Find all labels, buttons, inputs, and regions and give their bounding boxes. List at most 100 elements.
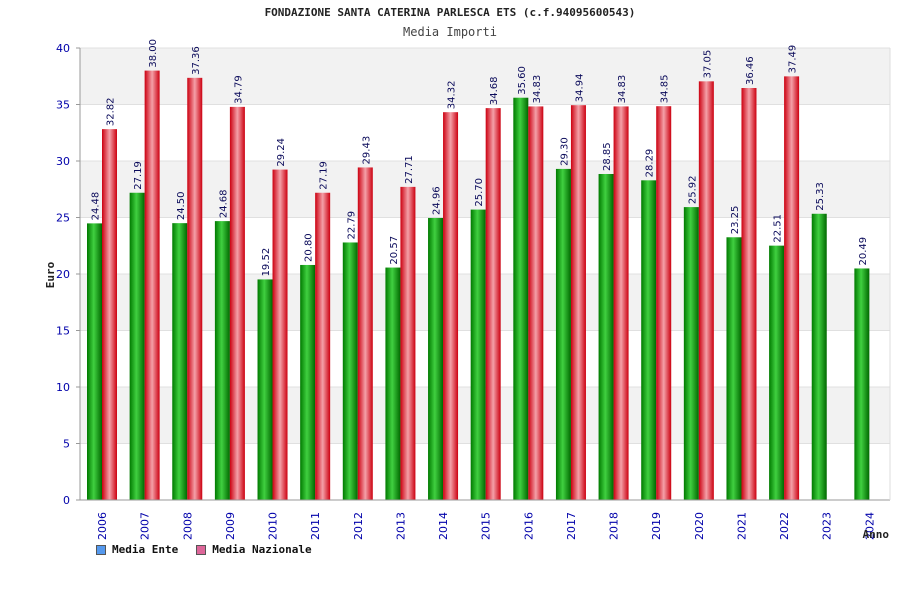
bar-media-ente <box>129 192 145 501</box>
legend-swatch-media-ente <box>96 544 106 555</box>
bar-media-ente <box>300 264 316 500</box>
data-label: 37.36 <box>191 46 202 75</box>
bar-media-ente <box>342 242 358 500</box>
bar-media-ente <box>172 223 188 500</box>
chart-title: FONDAZIONE SANTA CATERINA PARLESCA ETS (… <box>264 6 636 19</box>
data-label: 27.71 <box>404 155 415 184</box>
y-tick-label: 20 <box>56 268 70 281</box>
x-tick-label: 2017 <box>565 512 578 540</box>
x-tick-label: 2016 <box>522 512 535 540</box>
data-label: 22.79 <box>346 211 357 240</box>
data-label: 34.94 <box>574 74 585 103</box>
bar-media-ente <box>214 221 230 500</box>
x-tick-label: 2009 <box>224 512 237 540</box>
data-label: 34.85 <box>660 75 671 104</box>
bar-media-ente <box>769 245 785 500</box>
data-label: 24.50 <box>176 192 187 221</box>
data-label: 29.43 <box>361 136 372 165</box>
bar-media-nazionale <box>187 77 203 500</box>
bar-media-nazionale <box>613 106 629 501</box>
y-tick-label: 35 <box>56 99 70 112</box>
bar-media-nazionale <box>784 76 800 500</box>
x-tick-label: 2014 <box>437 512 450 540</box>
legend-item-media-nazionale: Media Nazionale <box>196 543 312 556</box>
data-label: 28.29 <box>645 149 656 178</box>
bar-media-nazionale <box>528 106 544 501</box>
legend: Media Ente Media Nazionale <box>96 543 312 556</box>
y-tick-label: 5 <box>63 438 70 451</box>
bar-media-nazionale <box>357 167 373 501</box>
bar-media-nazionale <box>741 88 757 500</box>
bar-media-nazionale <box>570 105 586 500</box>
bar-media-ente <box>683 207 699 500</box>
data-label: 25.70 <box>474 178 485 207</box>
bars <box>87 70 870 501</box>
data-label: 28.85 <box>602 142 613 171</box>
bar-media-ente <box>87 223 102 500</box>
data-label: 27.19 <box>319 161 330 190</box>
x-axis-label: Anno <box>863 528 890 541</box>
x-tick-label: 2008 <box>181 512 194 540</box>
bar-media-ente <box>811 213 827 500</box>
bar-media-nazionale <box>698 81 714 501</box>
x-tick-label: 2023 <box>821 512 834 540</box>
data-label: 37.49 <box>788 45 799 74</box>
bar-media-ente <box>257 279 273 500</box>
data-label: 37.05 <box>702 50 713 79</box>
data-label: 24.48 <box>91 192 102 221</box>
bar-media-nazionale <box>656 106 672 500</box>
data-label: 34.83 <box>532 75 543 104</box>
data-label: 34.32 <box>447 81 458 110</box>
bar-media-nazionale <box>229 106 245 501</box>
data-label: 24.68 <box>218 189 229 218</box>
data-label: 19.52 <box>261 248 272 277</box>
y-tick-label: 40 <box>56 42 70 55</box>
x-tick-label: 2013 <box>394 512 407 540</box>
y-tick-label: 15 <box>56 325 70 338</box>
data-label: 27.19 <box>133 161 144 190</box>
x-tick-label: 2024 <box>863 512 876 540</box>
y-tick-label: 30 <box>56 155 70 168</box>
legend-label-media-ente: Media Ente <box>112 543 179 556</box>
x-tick-label: 2011 <box>309 512 322 540</box>
x-axis-ticks: 2006 2007 2008 2009 2010 2011 2012 2013 2014 2015… <box>96 512 876 540</box>
x-tick-label: 2012 <box>352 512 365 540</box>
data-label: 36.46 <box>745 56 756 85</box>
x-tick-label: 2006 <box>96 512 109 540</box>
chart-subtitle: Media Importi <box>403 25 497 39</box>
x-tick-label: 2018 <box>608 512 621 540</box>
bar-media-ente <box>385 267 401 500</box>
data-labels: 24.48 32.82 27.19 38.00 24.50 37.36 24.68 34.79… <box>91 39 869 276</box>
bar-media-ente <box>598 173 614 500</box>
bar-media-nazionale <box>144 70 160 500</box>
bar-media-ente <box>513 97 529 500</box>
data-label: 25.33 <box>815 182 826 211</box>
bar-media-ente <box>428 217 444 500</box>
legend-item-media-ente: Media Ente <box>96 543 178 556</box>
bar-media-nazionale <box>443 112 459 501</box>
x-tick-label: 2010 <box>267 512 280 540</box>
legend-swatch-media-nazionale <box>196 544 207 555</box>
bar-media-nazionale <box>400 186 416 500</box>
bar-media-ente <box>641 180 657 500</box>
data-label: 24.96 <box>432 186 443 215</box>
bar-media-nazionale <box>102 129 117 500</box>
bar-media-nazionale <box>485 108 501 500</box>
data-label: 20.80 <box>304 233 315 262</box>
data-label: 35.60 <box>517 66 528 95</box>
y-tick-label: 10 <box>56 381 70 394</box>
data-label: 29.24 <box>276 138 287 167</box>
data-label: 22.51 <box>773 214 784 243</box>
data-label: 38.00 <box>148 39 159 68</box>
data-label: 29.30 <box>559 137 570 166</box>
data-label: 34.68 <box>489 76 500 105</box>
data-label: 34.79 <box>233 75 244 104</box>
x-tick-label: 2019 <box>650 512 663 540</box>
data-label: 32.82 <box>106 97 117 126</box>
legend-label-media-nazionale: Media Nazionale <box>212 543 312 556</box>
bar-media-nazionale <box>315 192 331 501</box>
y-axis-ticks: 0 5 10 15 20 25 30 35 40 <box>56 42 80 507</box>
x-tick-label: 2015 <box>480 512 493 540</box>
x-tick-label: 2021 <box>735 512 748 540</box>
